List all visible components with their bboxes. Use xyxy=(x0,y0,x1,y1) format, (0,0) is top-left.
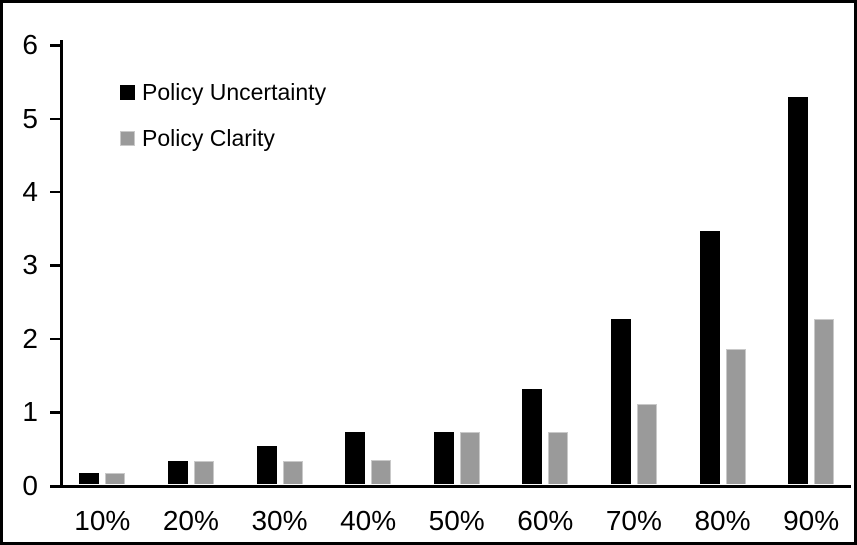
y-axis-tick xyxy=(50,117,61,120)
y-axis-tick xyxy=(50,44,61,47)
bar-policy-clarity xyxy=(636,404,657,485)
bar-policy-uncertainty xyxy=(610,318,631,485)
x-tick-label: 10% xyxy=(74,505,131,536)
x-tick-label: 90% xyxy=(783,505,840,536)
x-axis-line xyxy=(50,484,851,488)
bar-policy-clarity xyxy=(282,461,303,485)
bar-policy-uncertainty xyxy=(433,431,454,485)
y-tick-label: 3 xyxy=(22,249,38,281)
bar-policy-clarity xyxy=(193,461,214,485)
legend-label-policy-clarity: Policy Clarity xyxy=(142,125,275,151)
bar-policy-uncertainty xyxy=(788,96,809,485)
bar-policy-clarity xyxy=(371,460,392,485)
bar-policy-uncertainty xyxy=(167,461,188,485)
x-tick-label: 40% xyxy=(340,505,397,536)
bar-policy-clarity xyxy=(725,348,746,485)
y-axis-tick xyxy=(50,190,61,194)
x-tick-label: 20% xyxy=(162,505,219,536)
legend-swatch-policy-clarity xyxy=(120,131,135,146)
bar-policy-uncertainty xyxy=(522,389,543,485)
bar-policy-uncertainty xyxy=(79,473,100,485)
bar-policy-uncertainty xyxy=(699,231,720,485)
x-tick-label: 30% xyxy=(251,505,308,536)
x-tick-label: 80% xyxy=(694,505,751,536)
y-axis-tick xyxy=(50,337,61,341)
x-tick-label: 60% xyxy=(517,505,574,536)
y-tick-label: 2 xyxy=(22,322,38,354)
y-tick-label: 0 xyxy=(22,469,38,501)
y-axis-line xyxy=(60,40,63,487)
bar-policy-clarity xyxy=(459,432,480,485)
y-axis-tick xyxy=(50,264,61,267)
y-tick-label: 5 xyxy=(22,102,38,134)
bar-policy-uncertainty xyxy=(256,446,277,485)
y-axis-tick xyxy=(50,411,61,414)
bar-policy-clarity xyxy=(105,473,126,485)
y-tick-label: 6 xyxy=(22,29,38,61)
bar-policy-clarity xyxy=(548,432,569,485)
legend-swatch-policy-uncertainty xyxy=(120,85,135,100)
bar-policy-clarity xyxy=(814,318,835,485)
x-tick-label: 50% xyxy=(428,505,485,536)
y-tick-label: 4 xyxy=(22,175,38,207)
bar-policy-uncertainty xyxy=(345,432,366,485)
legend-label-policy-uncertainty: Policy Uncertainty xyxy=(142,79,327,105)
y-tick-label: 1 xyxy=(22,396,38,428)
x-tick-label: 70% xyxy=(605,505,662,536)
